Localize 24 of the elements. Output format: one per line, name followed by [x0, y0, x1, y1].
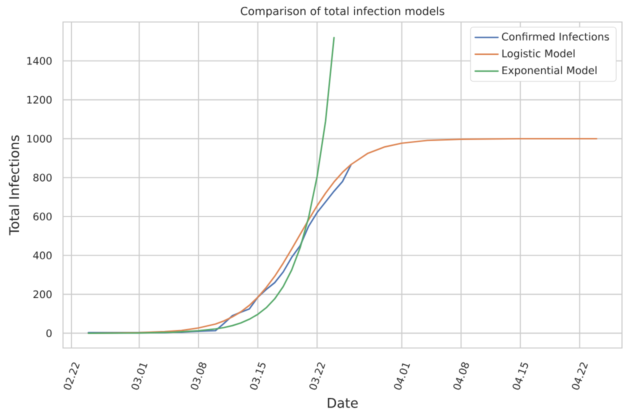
x-tick-label: 03.15: [250, 362, 266, 390]
y-tick-label: 1400: [27, 57, 52, 65]
y-tick-label: 800: [33, 174, 52, 182]
legend-label: Exponential Model: [502, 66, 596, 76]
x-axis-title: Date: [328, 398, 358, 408]
y-tick-label: 600: [33, 212, 52, 220]
chart-title: Comparison of total infection models: [240, 6, 444, 18]
y-tick-label: 200: [33, 290, 52, 298]
x-tick-label: 04.08: [453, 362, 469, 390]
y-tick-label: 1000: [27, 134, 52, 143]
y-tick-label: 400: [33, 252, 52, 260]
y-tick-label: 1200: [27, 96, 52, 104]
x-tick-label: 04.01: [394, 363, 410, 390]
legend-label: Confirmed Infections: [502, 32, 609, 41]
x-tick-label: 04.15: [512, 362, 528, 390]
line-series: [88, 36, 335, 334]
x-tick-label: 03.01: [132, 363, 148, 390]
x-tick-label: 04.22: [572, 362, 588, 390]
x-tick-label: 02.22: [64, 362, 80, 390]
y-tick-label: 0: [46, 329, 52, 338]
x-tick-label: 03.22: [309, 362, 326, 390]
legend-label: Logistic Model: [502, 49, 575, 60]
y-axis-title: Total Infections: [8, 135, 20, 236]
x-tick-label: 03.08: [190, 362, 206, 390]
